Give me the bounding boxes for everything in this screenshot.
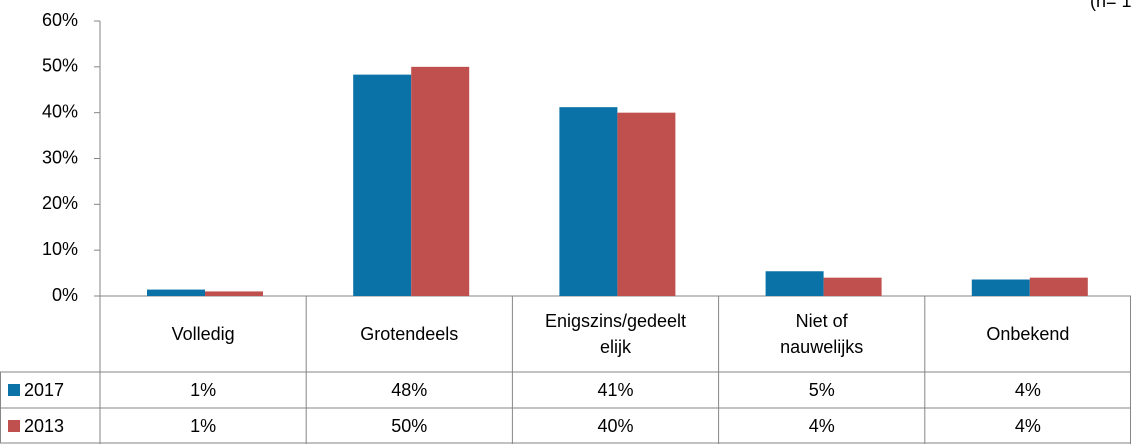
value-label: 40% (597, 416, 633, 436)
legend-label: 2017 (24, 380, 64, 400)
y-tick-label: 0% (52, 285, 78, 305)
bar (147, 289, 205, 296)
value-label: 50% (391, 416, 427, 436)
legend-swatch (8, 384, 20, 396)
legend-label: 2013 (24, 416, 64, 436)
x-tick-label: Enigszins/gedeelt elijk (544, 311, 687, 357)
x-tick-label: Grotendeels (360, 324, 459, 344)
value-label: 41% (597, 380, 633, 400)
bar (1029, 277, 1088, 296)
y-tick-label: 30% (42, 147, 78, 167)
bar (559, 107, 618, 297)
x-tick-label: Volledig (171, 324, 235, 344)
y-tick-label: 20% (42, 193, 78, 213)
y-tick-label: 40% (42, 101, 78, 121)
value-label: 4% (1015, 416, 1041, 436)
bar (765, 271, 824, 296)
legend-swatch (8, 420, 20, 432)
y-tick-label: 10% (42, 239, 78, 259)
bar (971, 279, 1030, 296)
bar (353, 74, 412, 296)
bar (205, 291, 263, 296)
value-label: 48% (391, 380, 427, 400)
value-label: 5% (809, 380, 835, 400)
bar (823, 277, 882, 296)
bar (411, 66, 470, 296)
annotation: (n= 1200 / 138 (1090, 0, 1131, 11)
bar (617, 112, 676, 297)
value-label: 1% (190, 380, 216, 400)
value-label: 4% (1015, 380, 1041, 400)
x-tick-label: Niet of nauwelijks (780, 311, 864, 357)
y-tick-label: 50% (42, 56, 78, 76)
y-tick-label: 60% (42, 10, 78, 30)
value-label: 4% (809, 416, 835, 436)
x-tick-label: Onbekend (986, 324, 1070, 344)
value-label: 1% (190, 416, 216, 436)
